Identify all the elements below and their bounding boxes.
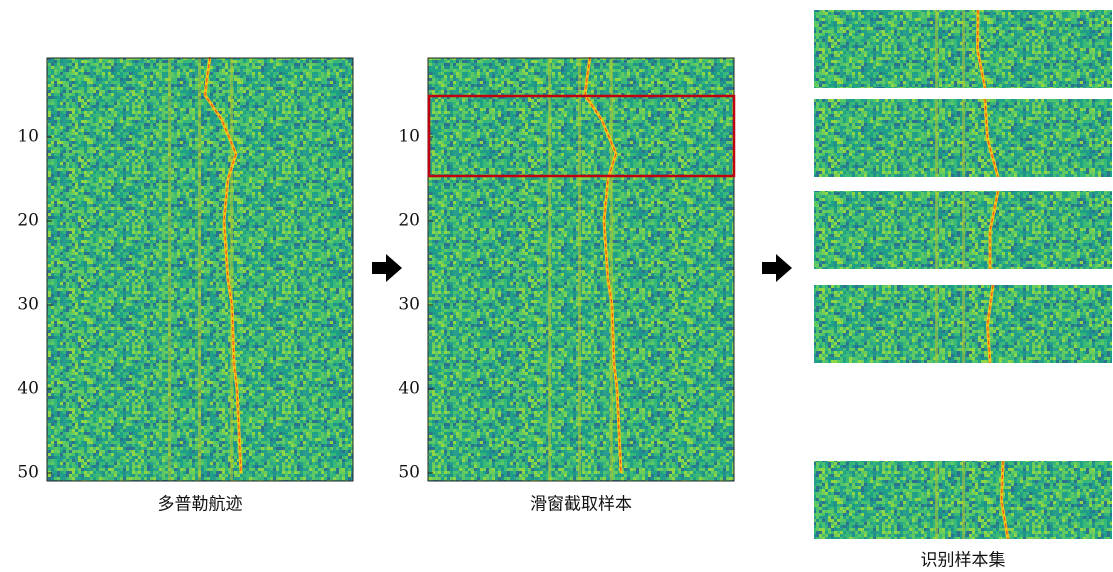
streak xyxy=(962,285,965,363)
streak xyxy=(168,58,171,481)
streak xyxy=(578,58,581,481)
spectrogram xyxy=(814,285,1112,363)
streak xyxy=(962,191,965,269)
spectrogram xyxy=(814,461,1112,539)
streak xyxy=(548,58,551,481)
y-tick-label: 50 xyxy=(398,463,420,483)
streak xyxy=(935,191,938,269)
streak xyxy=(962,461,965,539)
streak xyxy=(935,461,938,539)
figure: 多普勒航迹 滑窗截取样本 识别样本集 10 20 30 40 50 10 20 30 40 50 xyxy=(0,0,1113,572)
arrow xyxy=(372,254,402,282)
streak xyxy=(198,58,201,481)
y-tick-label: 20 xyxy=(17,211,39,231)
y-tick-label: 40 xyxy=(398,379,420,399)
streak xyxy=(230,58,233,481)
y-tick-label: 10 xyxy=(17,127,39,147)
caption: 多普勒航迹 xyxy=(158,495,243,515)
caption: 识别样本集 xyxy=(921,551,1006,571)
y-tick-label: 40 xyxy=(17,379,39,399)
streak xyxy=(935,285,938,363)
caption: 滑窗截取样本 xyxy=(530,495,632,515)
streak xyxy=(935,10,938,88)
spectrogram xyxy=(814,191,1112,269)
streak xyxy=(610,58,613,481)
y-tick-label: 20 xyxy=(398,211,420,231)
spectrogram xyxy=(428,57,734,481)
arrow xyxy=(762,254,792,282)
spectrogram xyxy=(814,10,1112,88)
y-tick-label: 30 xyxy=(17,295,39,315)
spectrogram xyxy=(814,99,1112,177)
streak xyxy=(962,99,965,177)
streak xyxy=(935,99,938,177)
streak xyxy=(962,10,965,88)
y-tick-label: 30 xyxy=(398,295,420,315)
spectrogram xyxy=(47,57,353,481)
y-tick-label: 10 xyxy=(398,127,420,147)
y-tick-label: 50 xyxy=(17,463,39,483)
